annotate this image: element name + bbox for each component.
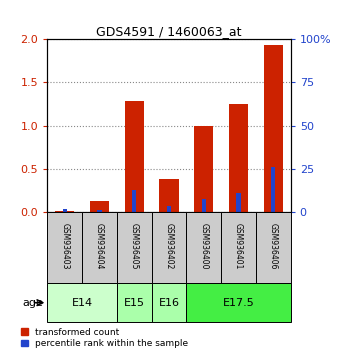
Text: GSM936403: GSM936403 [60, 223, 69, 270]
Bar [160, 179, 178, 212]
Bar [194, 126, 213, 212]
Bar [125, 101, 144, 212]
Bar [47, 283, 117, 322]
Text: E16: E16 [159, 298, 179, 308]
Text: E15: E15 [124, 298, 145, 308]
Bar [167, 206, 171, 212]
Bar [229, 104, 248, 212]
Text: GSM936405: GSM936405 [130, 223, 139, 270]
Bar [186, 212, 221, 283]
Bar [264, 45, 283, 212]
Bar [97, 210, 101, 212]
Bar [90, 201, 109, 212]
Bar [271, 167, 275, 212]
Bar [152, 212, 186, 283]
Title: GDS4591 / 1460063_at: GDS4591 / 1460063_at [96, 25, 242, 38]
Bar [202, 199, 206, 212]
Text: GSM936400: GSM936400 [199, 223, 208, 270]
Text: E17.5: E17.5 [223, 298, 255, 308]
Text: E14: E14 [72, 298, 93, 308]
Text: GSM936406: GSM936406 [269, 223, 278, 270]
Bar [82, 212, 117, 283]
Bar [221, 212, 256, 283]
Bar [117, 283, 152, 322]
Bar [152, 283, 186, 322]
Bar [132, 190, 136, 212]
Bar [186, 283, 291, 322]
Text: GSM936402: GSM936402 [165, 223, 173, 270]
Text: age: age [22, 298, 43, 308]
Bar [63, 209, 67, 212]
Text: GSM936404: GSM936404 [95, 223, 104, 270]
Bar [47, 212, 82, 283]
Bar [256, 212, 291, 283]
Legend: transformed count, percentile rank within the sample: transformed count, percentile rank withi… [21, 328, 188, 348]
Bar [55, 211, 74, 212]
Text: GSM936401: GSM936401 [234, 223, 243, 270]
Bar [237, 193, 241, 212]
Bar [117, 212, 152, 283]
